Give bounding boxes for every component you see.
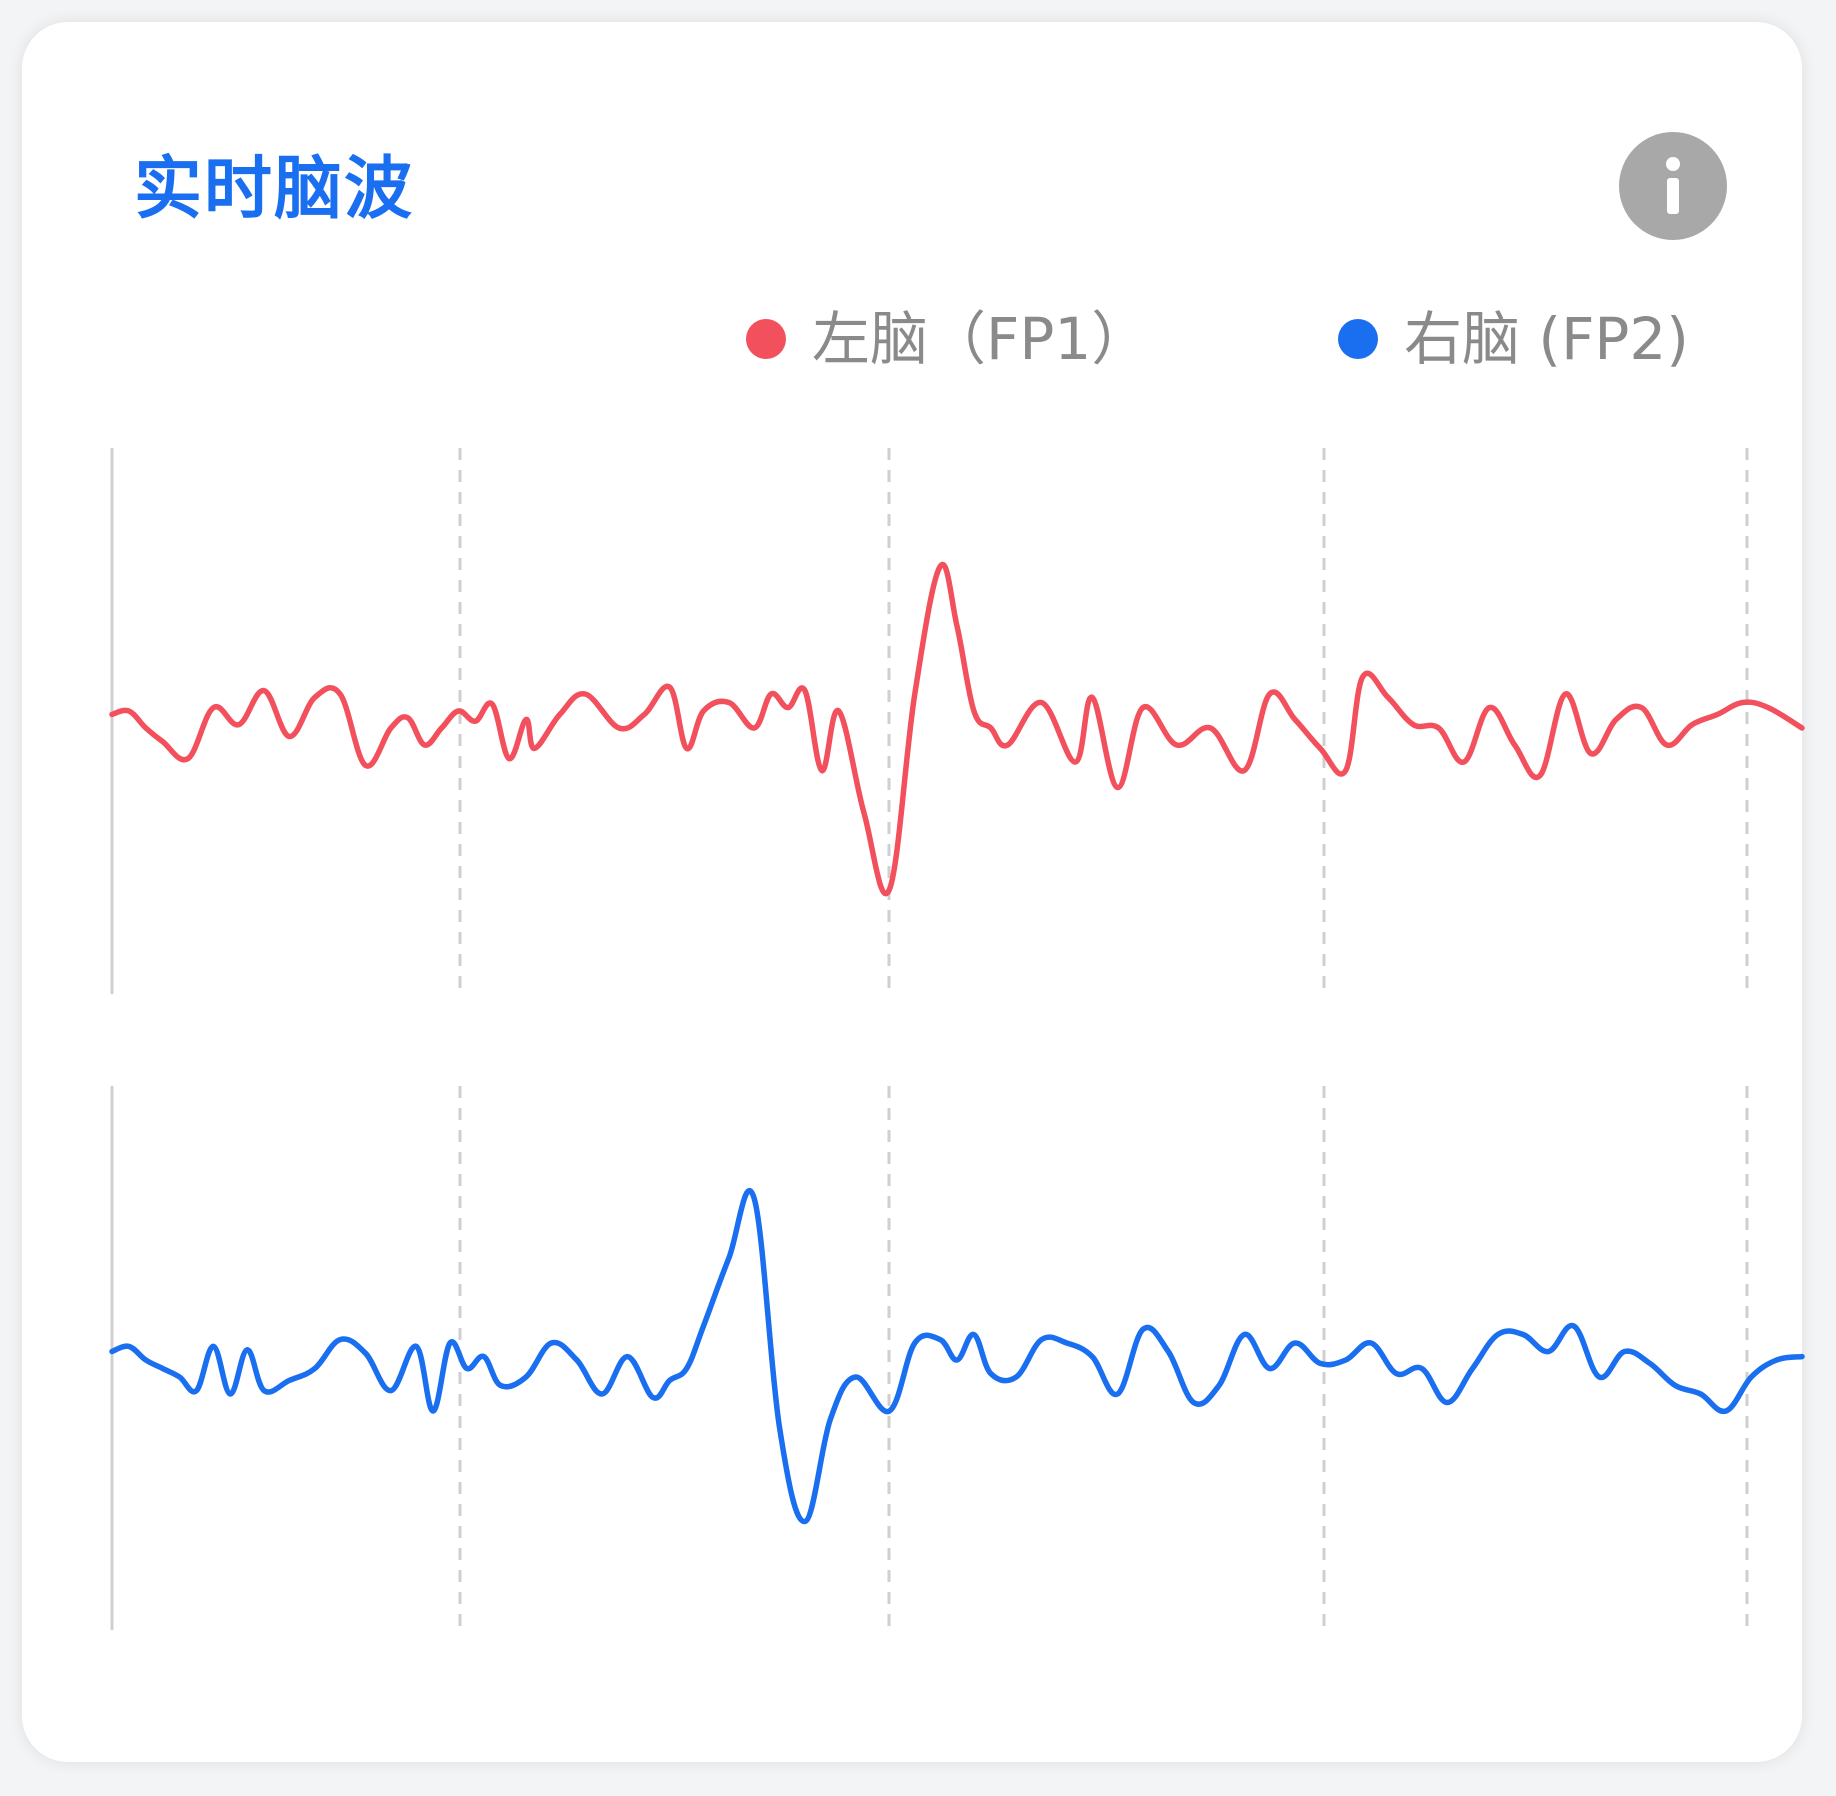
page-title: 实时脑波: [134, 150, 415, 229]
legend-item-left-brain: 左脑（FP1）: [746, 304, 1149, 374]
realtime-brainwave-card: 实时脑波 左脑（FP1） 右脑 (FP2): [22, 22, 1802, 1762]
legend-dot-left: [746, 319, 786, 359]
legend-label-left: 左脑（FP1）: [812, 305, 1150, 373]
legend-label-right: 右脑 (FP2): [1404, 305, 1689, 373]
info-button[interactable]: [1619, 132, 1727, 240]
legend-dot-right: [1338, 319, 1378, 359]
series-line-left-fp1: [109, 561, 1805, 897]
series-line-right-fp2: [109, 1187, 1805, 1525]
info-icon: [1666, 157, 1680, 214]
legend-item-right-brain: 右脑 (FP2): [1338, 304, 1689, 374]
